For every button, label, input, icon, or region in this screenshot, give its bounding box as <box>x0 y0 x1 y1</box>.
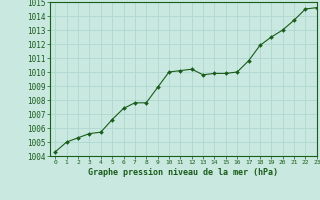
X-axis label: Graphe pression niveau de la mer (hPa): Graphe pression niveau de la mer (hPa) <box>88 168 278 177</box>
